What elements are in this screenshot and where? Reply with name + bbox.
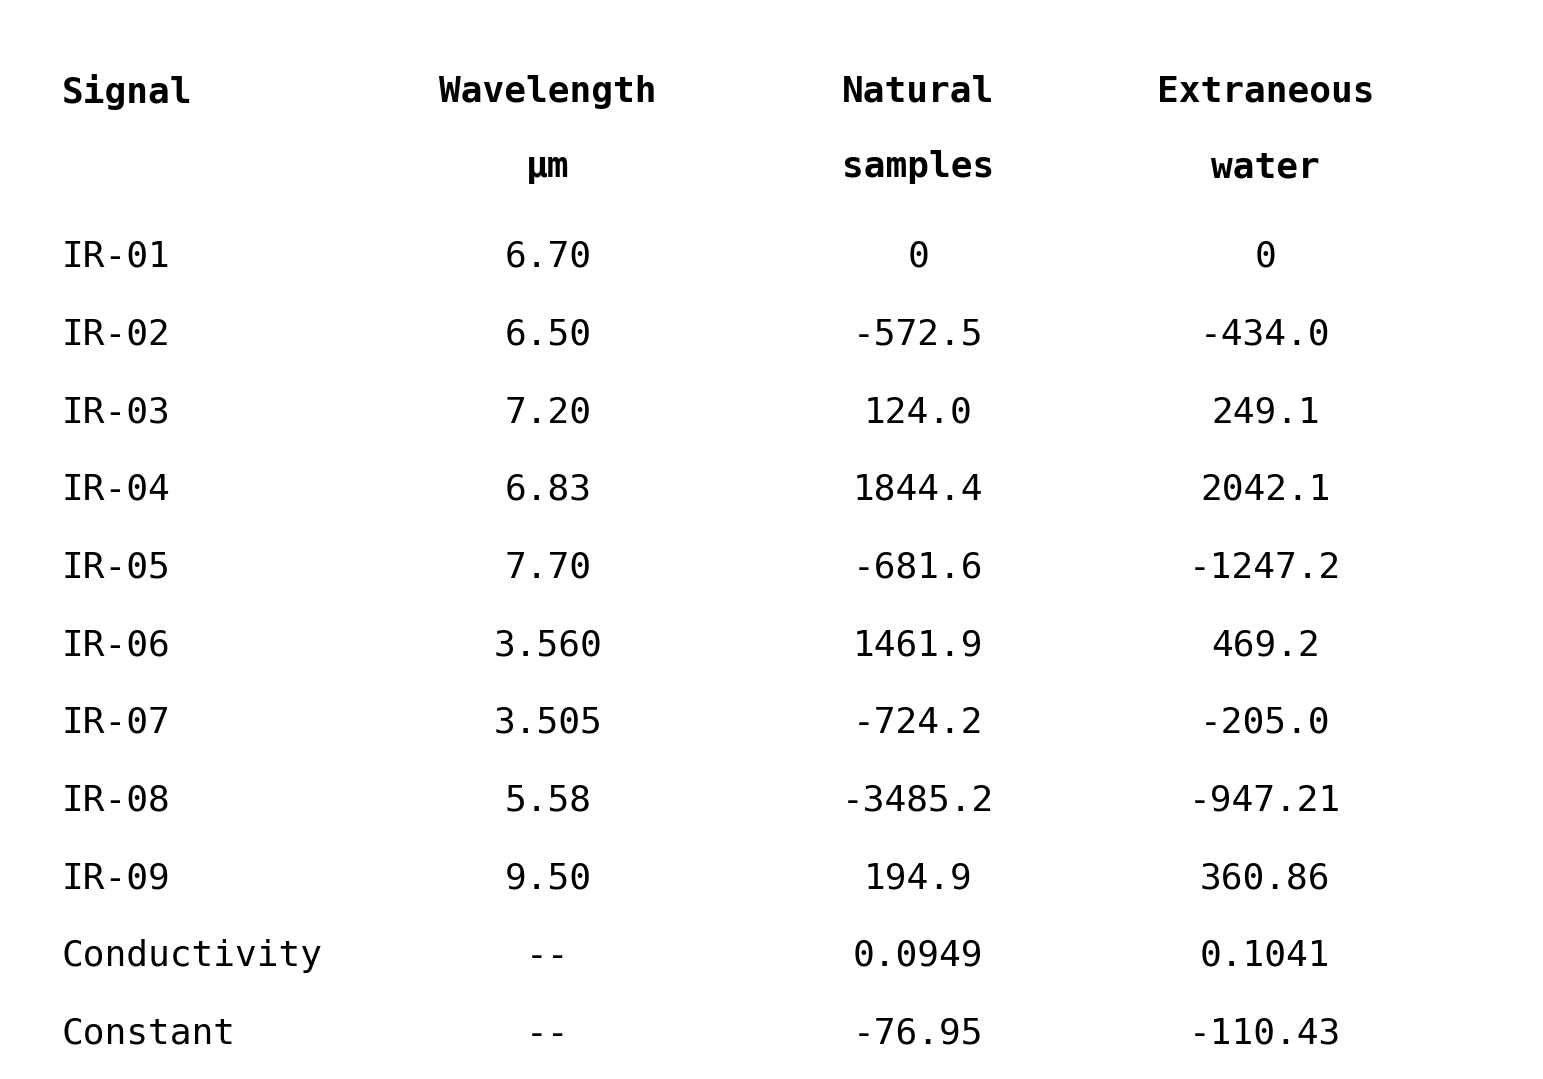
Text: Natural: Natural: [842, 74, 994, 109]
Text: Conductivity: Conductivity: [62, 939, 322, 973]
Text: -110.43: -110.43: [1190, 1016, 1341, 1051]
Text: 0: 0: [1254, 240, 1276, 274]
Text: 9.50: 9.50: [505, 861, 591, 896]
Text: 7.70: 7.70: [505, 550, 591, 585]
Text: -572.5: -572.5: [853, 317, 983, 352]
Text: IR-02: IR-02: [62, 317, 170, 352]
Text: 7.20: 7.20: [505, 395, 591, 429]
Text: 3.560: 3.560: [494, 628, 602, 663]
Text: -3485.2: -3485.2: [842, 783, 994, 818]
Text: --: --: [526, 939, 569, 973]
Text: 249.1: 249.1: [1211, 395, 1319, 429]
Text: IR-09: IR-09: [62, 861, 170, 896]
Text: Constant: Constant: [62, 1016, 236, 1051]
Text: 3.505: 3.505: [494, 706, 602, 740]
Text: 0: 0: [907, 240, 929, 274]
Text: -76.95: -76.95: [853, 1016, 983, 1051]
Text: 2042.1: 2042.1: [1200, 473, 1330, 507]
Text: -947.21: -947.21: [1190, 783, 1341, 818]
Text: Extraneous: Extraneous: [1157, 74, 1373, 109]
Text: Signal: Signal: [62, 73, 193, 110]
Text: -724.2: -724.2: [853, 706, 983, 740]
Text: 5.58: 5.58: [505, 783, 591, 818]
Text: 194.9: 194.9: [864, 861, 972, 896]
Text: 124.0: 124.0: [864, 395, 972, 429]
Text: -1247.2: -1247.2: [1190, 550, 1341, 585]
Text: IR-01: IR-01: [62, 240, 170, 274]
Text: IR-07: IR-07: [62, 706, 170, 740]
Text: --: --: [526, 1016, 569, 1051]
Text: -681.6: -681.6: [853, 550, 983, 585]
Text: 6.50: 6.50: [505, 317, 591, 352]
Text: 0.1041: 0.1041: [1200, 939, 1330, 973]
Text: 6.83: 6.83: [505, 473, 591, 507]
Text: 1461.9: 1461.9: [853, 628, 983, 663]
Text: 469.2: 469.2: [1211, 628, 1319, 663]
Text: μm: μm: [526, 150, 569, 185]
Text: 6.70: 6.70: [505, 240, 591, 274]
Text: water: water: [1211, 150, 1319, 185]
Text: IR-05: IR-05: [62, 550, 170, 585]
Text: samples: samples: [842, 150, 994, 185]
Text: IR-04: IR-04: [62, 473, 170, 507]
Text: IR-03: IR-03: [62, 395, 170, 429]
Text: -434.0: -434.0: [1200, 317, 1330, 352]
Text: 360.86: 360.86: [1200, 861, 1330, 896]
Text: 1844.4: 1844.4: [853, 473, 983, 507]
Text: -205.0: -205.0: [1200, 706, 1330, 740]
Text: IR-08: IR-08: [62, 783, 170, 818]
Text: 0.0949: 0.0949: [853, 939, 983, 973]
Text: Wavelength: Wavelength: [440, 74, 656, 109]
Text: IR-06: IR-06: [62, 628, 170, 663]
